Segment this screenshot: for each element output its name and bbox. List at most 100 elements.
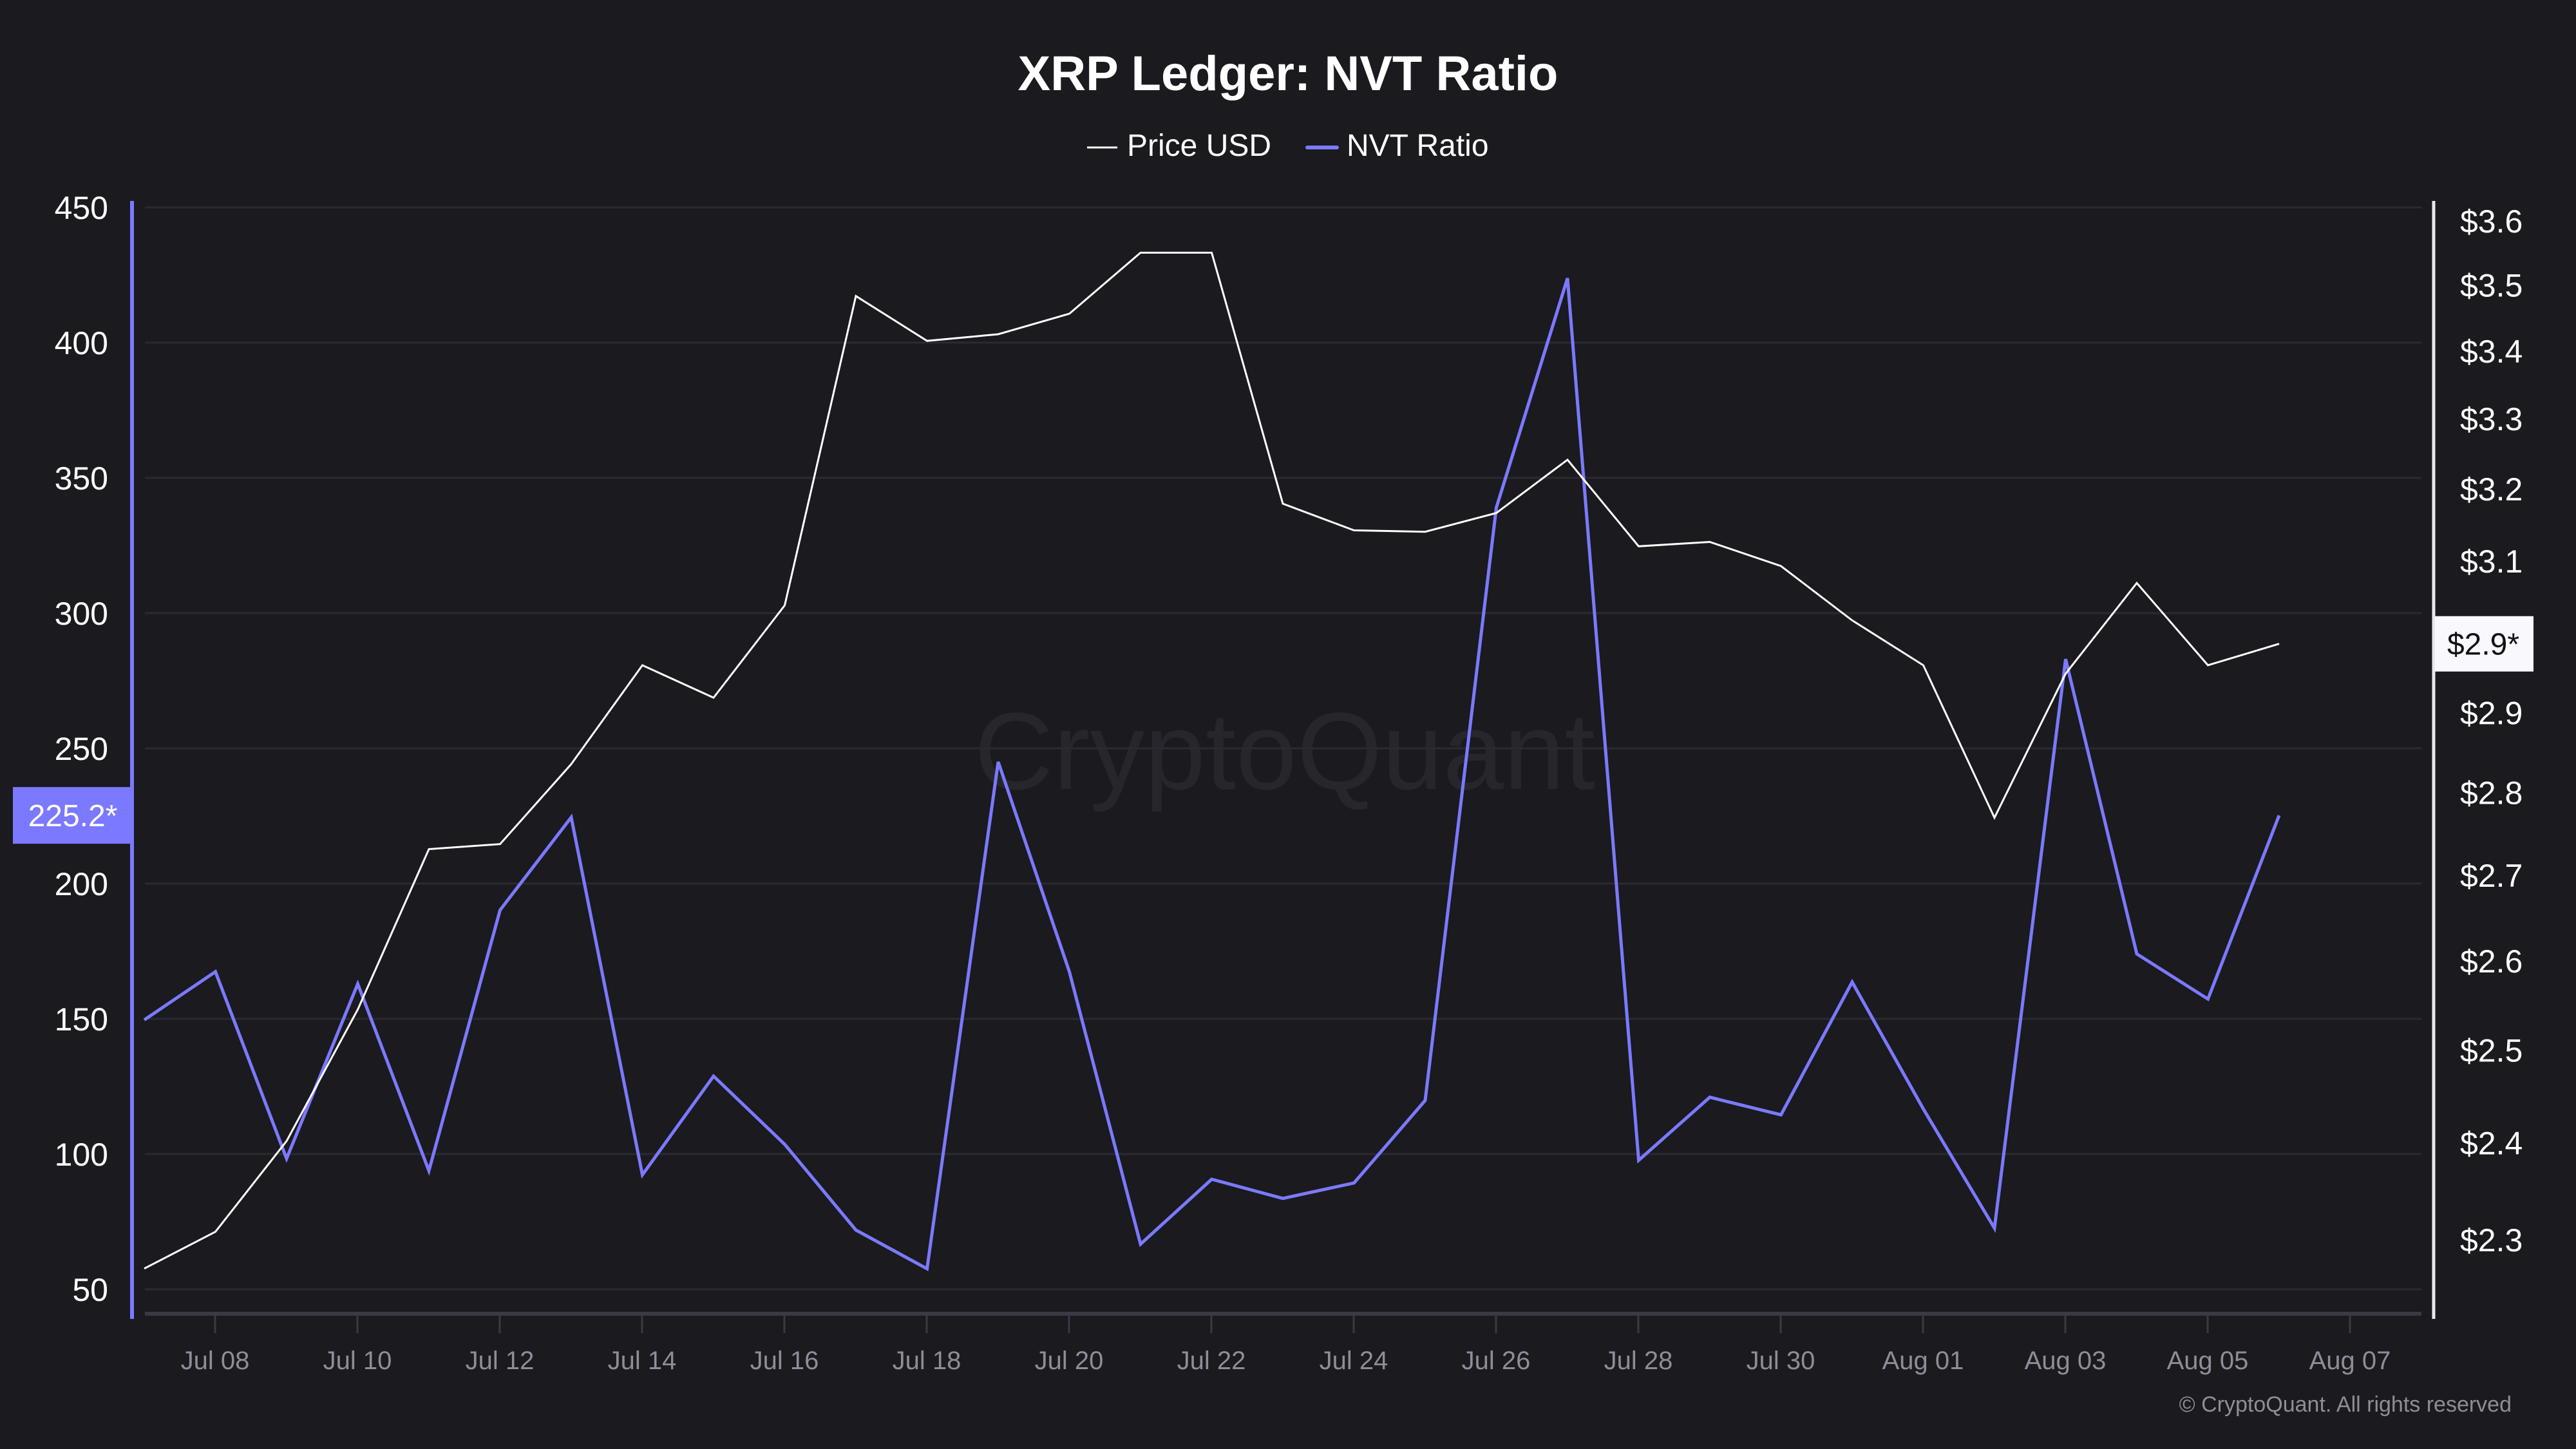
x-tick-label: Jul 10 [323,1347,392,1375]
x-tick-label: Jul 08 [181,1347,250,1375]
data-point-price-usd [1495,512,1498,515]
data-point-nvt-ratio [1638,1159,1640,1162]
y-left-tick-label: 400 [55,325,108,361]
data-point-nvt-ratio [1424,1099,1426,1102]
data-point-price-usd [855,295,857,298]
data-point-nvt-ratio [997,761,999,763]
data-point-nvt-ratio [1922,1108,1925,1110]
data-point-price-usd [2065,672,2067,675]
data-point-nvt-ratio [712,1075,715,1077]
data-point-nvt-ratio [1211,1178,1213,1180]
x-tick-label: Aug 03 [2025,1347,2107,1375]
data-point-nvt-ratio [428,1170,430,1172]
x-tick-label: Aug 05 [2167,1347,2249,1375]
series-line-price-usd [144,251,2280,1270]
data-point-price-usd [1139,251,1142,254]
data-point-price-usd [2136,582,2138,584]
data-point-nvt-ratio [1851,981,1853,983]
nvt-last-value-label: 225.2* [28,799,118,833]
data-point-price-usd [1709,541,1711,544]
data-point-price-usd [214,1231,217,1233]
data-point-nvt-ratio [2278,814,2280,817]
x-tick-label: Aug 07 [2309,1347,2391,1375]
data-point-nvt-ratio [641,1173,644,1176]
data-point-nvt-ratio [1068,971,1071,973]
data-point-price-usd [570,763,573,766]
data-point-price-usd [1424,531,1426,533]
x-tick-label: Jul 14 [608,1347,677,1375]
data-point-price-usd [499,843,502,846]
data-point-nvt-ratio [784,1143,786,1146]
price-last-value-label: $2.9* [2447,628,2519,662]
data-point-nvt-ratio [2207,998,2210,1000]
y-left-tick-label: 200 [55,866,108,902]
data-point-nvt-ratio [1709,1096,1711,1099]
y-right-tick-label: $2.5 [2460,1033,2523,1069]
data-point-price-usd [926,339,929,342]
data-point-price-usd [1566,459,1569,461]
y-right-tick-label: $3.4 [2460,334,2523,370]
y-left-tick-label: 150 [55,1001,108,1037]
y-right-tick-label: $2.3 [2460,1222,2523,1258]
data-point-price-usd [1993,817,1996,819]
data-point-nvt-ratio [855,1229,857,1231]
x-tick-label: Aug 01 [1882,1347,1964,1375]
data-point-price-usd [1211,251,1213,254]
data-point-nvt-ratio [499,909,502,911]
data-point-price-usd [357,1009,359,1011]
y-left-tick-label: 100 [55,1137,108,1173]
data-point-nvt-ratio [2136,952,2138,955]
data-point-price-usd [1922,664,1925,667]
y-right-tick-label: $2.6 [2460,943,2523,980]
data-point-nvt-ratio [1780,1113,1783,1116]
data-point-price-usd [784,604,786,607]
x-tick-label: Jul 24 [1320,1347,1388,1375]
price-last-value-badge [2435,616,2533,672]
legend-label-price-usd: Price USD [1127,129,1271,163]
y-right-tick-label: $3.6 [2460,204,2523,240]
nvt-last-value-badge [13,787,133,844]
x-tick-label: Jul 30 [1747,1347,1815,1375]
data-point-price-usd [143,1267,146,1270]
data-point-price-usd [641,664,644,667]
x-tick-label: Jul 28 [1604,1347,1673,1375]
data-point-price-usd [285,1140,288,1142]
data-point-price-usd [1851,619,1853,621]
data-point-nvt-ratio [1139,1243,1142,1245]
y-right-tick-label: $2.4 [2460,1126,2523,1162]
y-right-tick-label: $2.9 [2460,695,2523,731]
legend: Price USD NVT Ratio [1087,129,1489,163]
series-line-nvt-ratio [143,278,2281,1272]
x-tick-label: Jul 18 [893,1347,961,1375]
x-tick-label: Jul 12 [466,1347,535,1375]
data-point-nvt-ratio [143,1019,146,1021]
data-point-nvt-ratio [1353,1182,1356,1184]
data-point-nvt-ratio [926,1267,929,1270]
data-point-price-usd [1638,545,1640,547]
legend-label-nvt-ratio: NVT Ratio [1347,129,1489,163]
data-point-nvt-ratio [214,971,217,973]
y-right-tick-label: $3.2 [2460,471,2523,507]
data-point-nvt-ratio [285,1157,288,1160]
data-point-price-usd [2207,664,2210,667]
data-point-price-usd [1780,565,1783,567]
data-point-nvt-ratio [2065,658,2067,660]
x-tick-label: Jul 22 [1177,1347,1246,1375]
data-point-price-usd [1068,312,1071,315]
data-point-price-usd [712,696,715,699]
y-left-tick-label: 350 [55,460,108,497]
data-point-nvt-ratio [1282,1197,1284,1200]
data-point-price-usd [997,333,999,336]
y-right-tick-label: $2.8 [2460,775,2523,811]
data-point-price-usd [428,848,430,850]
data-point-nvt-ratio [1566,277,1569,279]
x-tick-label: Jul 20 [1035,1347,1104,1375]
y-left-tick-label: 300 [55,596,108,632]
y-right-tick-label: $3.1 [2460,544,2523,580]
data-point-nvt-ratio [570,816,573,819]
data-point-price-usd [1282,502,1284,505]
y-right-tick-label: $3.5 [2460,267,2523,303]
y-right-tick-label: $2.7 [2460,858,2523,894]
